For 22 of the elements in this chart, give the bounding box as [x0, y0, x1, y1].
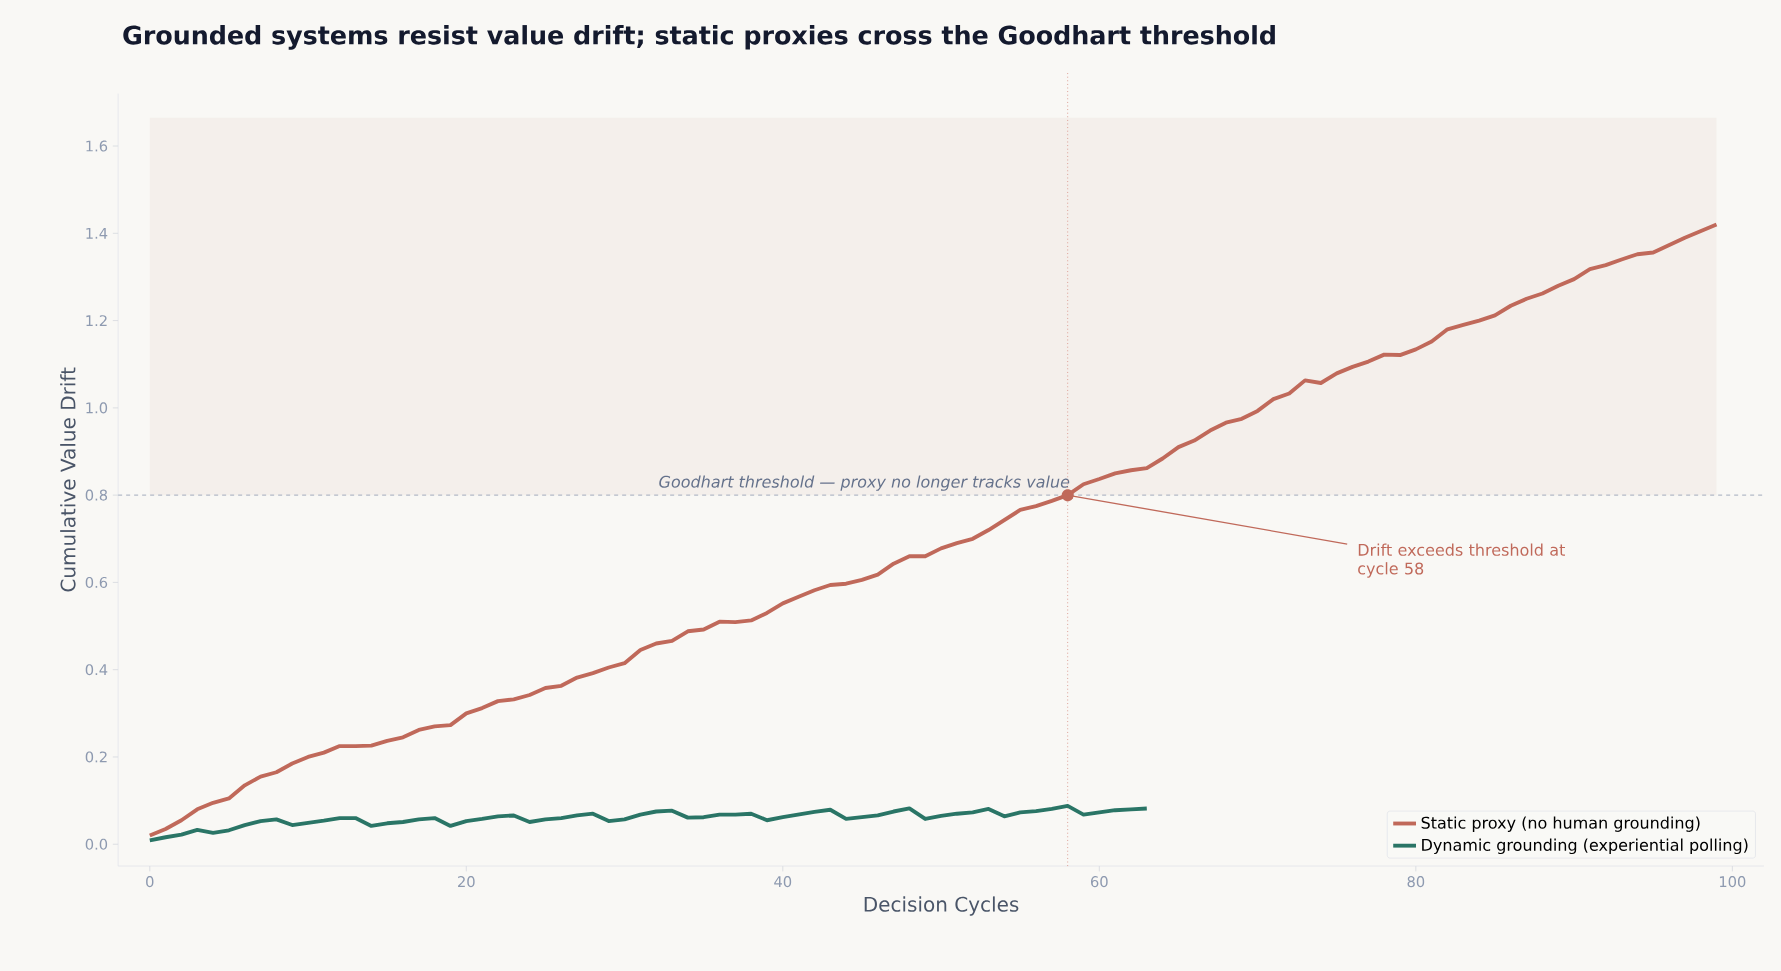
- x-tick-label: 100: [1719, 876, 1746, 888]
- x-tick-label: 20: [458, 876, 475, 888]
- y-tick-label: 0.6: [85, 576, 108, 588]
- x-tick-label: 60: [1091, 876, 1108, 888]
- x-tick-label: 40: [774, 876, 792, 888]
- annotation: Drift exceeds threshold at cycle 58: [1358, 543, 1565, 578]
- x-tick-label: 0: [146, 876, 154, 888]
- y-tick-label: 0.4: [85, 664, 108, 676]
- y-tick-label: 0.0: [85, 838, 108, 850]
- legend-label: Dynamic grounding (experiential polling): [1422, 838, 1748, 855]
- x-tick-label: 80: [1407, 876, 1425, 888]
- y-tick-label: 1.0: [86, 402, 108, 414]
- y-tick-label: 1.4: [86, 227, 108, 239]
- x-axis-title: Decision Cycles: [864, 896, 1019, 916]
- y-tick-label: 0.2: [85, 751, 107, 763]
- legend-label: Static proxy (no human grounding): [1421, 816, 1700, 832]
- y-tick-label: 0.8: [85, 489, 108, 501]
- chart-title: Grounded systems resist value drift; static proxies cross the Goodhart threshold: [123, 25, 1275, 50]
- y-tick-label: 1.6: [86, 140, 108, 152]
- y-axis-title: Cumulative Value Drift: [60, 367, 76, 592]
- y-tick-label: 1.2: [86, 315, 107, 327]
- ref-line-label: Goodhart threshold — proxy no longer tracks value: [659, 475, 1070, 491]
